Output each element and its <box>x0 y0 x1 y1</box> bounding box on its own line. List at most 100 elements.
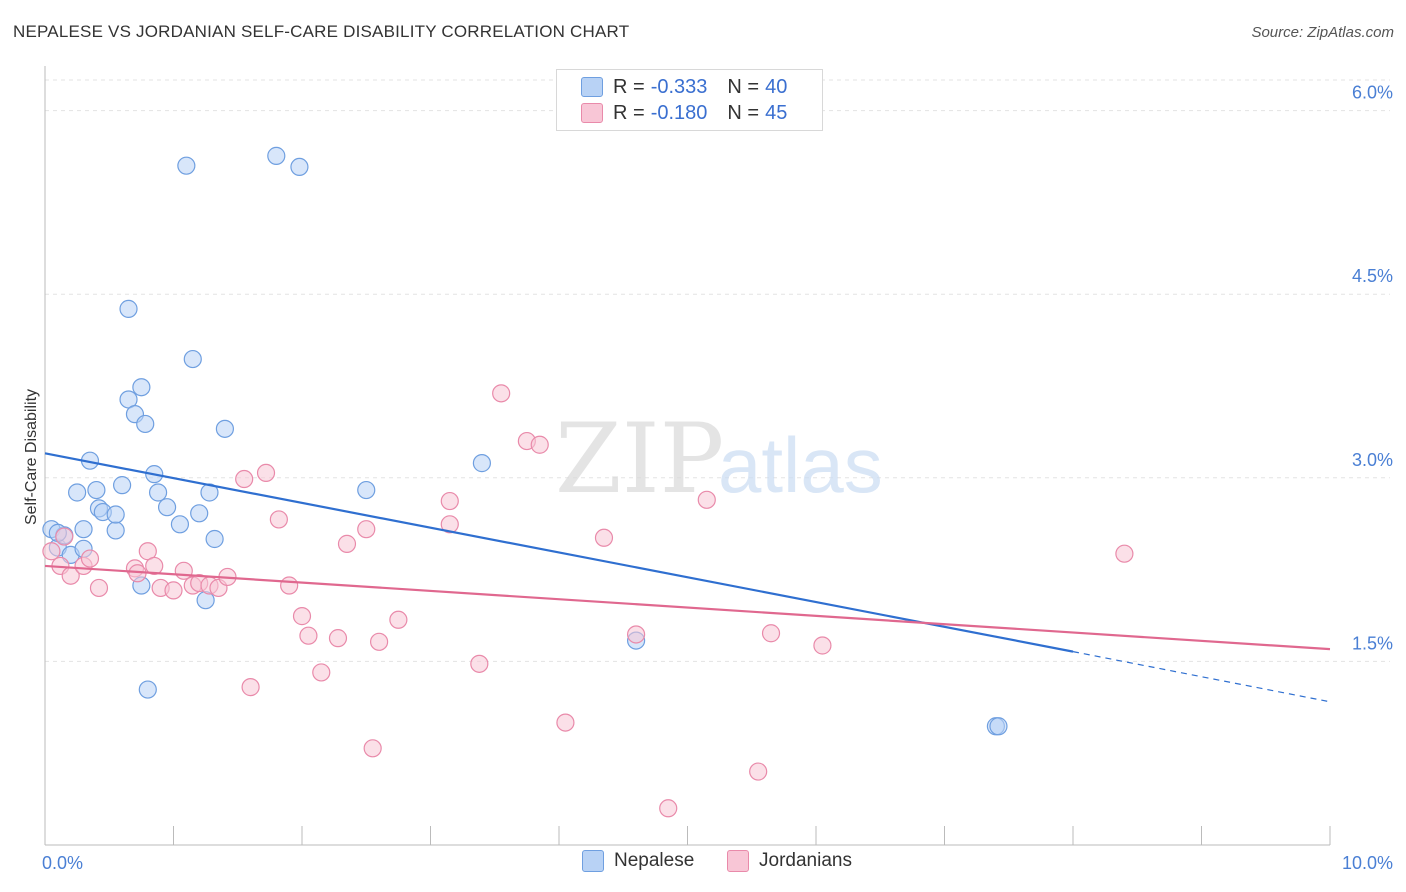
jordanian-point <box>280 576 299 595</box>
y-tick-label: 4.5% <box>1352 266 1393 286</box>
stats-row-jordanians: R = -0.180 N = 45 <box>581 101 787 125</box>
nepalese-point <box>190 504 209 523</box>
grid-lines <box>45 79 1390 662</box>
jordanian-point <box>256 463 276 483</box>
nepalese-point <box>157 498 177 517</box>
jordanian-point <box>626 625 646 644</box>
jordanian-point <box>89 578 109 598</box>
jordanian-point <box>492 384 511 403</box>
jordanian-point <box>357 520 376 539</box>
nepalese-point <box>148 483 168 502</box>
jordanian-point <box>55 527 74 546</box>
nepalese-point <box>290 157 309 177</box>
jordanian-point <box>312 663 331 682</box>
nepalese-point <box>267 146 286 165</box>
axes <box>44 66 1331 846</box>
nepalese-point <box>136 414 155 434</box>
jordanian-point <box>1115 544 1134 563</box>
nepalese-trend-extension <box>1072 651 1331 703</box>
stats-row-nepalese: R = -0.333 N = 40 <box>581 75 787 99</box>
jordanian-point <box>145 556 164 576</box>
jordanians-swatch <box>581 103 603 123</box>
jordanian-point <box>749 762 768 781</box>
x-tick-labels: 0.0% 10.0% <box>42 853 1393 873</box>
legend-label: Nepalese <box>614 850 695 871</box>
jordanian-point <box>370 632 389 651</box>
jordanian-point <box>241 678 260 697</box>
nepalese-swatch <box>581 77 603 97</box>
nepalese-point <box>183 349 202 369</box>
watermark: ZIP atlas <box>555 403 883 515</box>
jordanian-point <box>269 510 288 529</box>
trend-lines <box>44 452 1331 703</box>
jordanian-point <box>337 534 357 553</box>
n-label: N = <box>727 101 760 124</box>
y-axis-label: Self-Care Disability <box>23 389 40 525</box>
nepalese-point <box>87 480 106 500</box>
nepalese-point <box>112 476 132 495</box>
jordanian-point <box>328 629 348 648</box>
r-label: R = <box>613 75 645 98</box>
source-label: Source: ZipAtlas.com <box>1251 24 1394 41</box>
nepalese-point <box>138 680 157 699</box>
jordanian-point <box>594 528 614 547</box>
nepalese-point <box>119 299 138 318</box>
jordanian-point <box>235 469 254 489</box>
jordanian-point <box>80 549 100 568</box>
jordanians-swatch <box>727 850 749 872</box>
y-tick-label: 1.5% <box>1352 633 1393 653</box>
jordanian-point <box>556 713 575 732</box>
n-label: N = <box>727 75 760 98</box>
legend-item-jordanians[interactable]: Jordanians <box>727 850 852 872</box>
nepalese-point <box>74 520 93 539</box>
legend-item-nepalese[interactable]: Nepalese <box>582 850 694 872</box>
x-tick-label: 0.0% <box>42 853 83 873</box>
nepalese-point <box>132 378 151 397</box>
watermark-atlas: atlas <box>718 421 883 509</box>
chart-title: NEPALESE VS JORDANIAN SELF-CARE DISABILI… <box>13 22 630 41</box>
jordanian-point <box>440 515 459 534</box>
jordanian-point <box>174 561 193 580</box>
jordanian-point <box>813 636 832 655</box>
jordanian-point <box>697 490 716 509</box>
jordanian-point <box>659 799 678 818</box>
stats-legend: R = -0.333 N = 40 R = -0.180 N = 45 <box>556 69 823 131</box>
y-tick-label: 6.0% <box>1352 83 1393 103</box>
y-tick-labels: 1.5% 3.0% 4.5% 6.0% <box>1352 83 1393 654</box>
jordanian-point <box>292 607 312 626</box>
x-tick-label: 10.0% <box>1342 853 1393 873</box>
n-value: 40 <box>765 75 788 98</box>
jordanian-point <box>440 491 459 511</box>
nepalese-point <box>205 529 224 549</box>
nepalese-point <box>989 717 1008 736</box>
r-label: R = <box>613 101 645 124</box>
legend-label: Jordanians <box>759 850 852 871</box>
jordanian-point <box>42 542 61 561</box>
jordanian-point <box>530 435 549 454</box>
nepalese-point <box>357 480 376 500</box>
r-value: -0.180 <box>650 101 708 124</box>
watermark-zip: ZIP <box>555 403 724 515</box>
jordanian-point <box>389 610 408 629</box>
jordanian-point <box>470 654 489 673</box>
jordanian-point <box>363 739 382 758</box>
nepalese-point <box>106 505 125 524</box>
nepalese-point <box>106 521 125 540</box>
jordanian-trend-line <box>44 564 1331 651</box>
nepalese-trend-line <box>44 452 1074 653</box>
data-points <box>42 146 1134 818</box>
nepalese-point <box>68 483 87 502</box>
nepalese-point <box>177 156 196 175</box>
nepalese-swatch <box>582 850 604 872</box>
r-value: -0.333 <box>650 75 708 98</box>
jordanian-point <box>299 626 318 645</box>
nepalese-point <box>472 454 491 473</box>
nepalese-point <box>215 419 234 438</box>
series-legend: Nepalese Jordanians <box>0 850 1406 878</box>
nepalese-point <box>170 515 190 534</box>
n-value: 45 <box>765 101 788 124</box>
jordanian-point <box>164 581 183 600</box>
jordanian-point <box>761 624 781 643</box>
y-tick-label: 3.0% <box>1352 450 1393 470</box>
